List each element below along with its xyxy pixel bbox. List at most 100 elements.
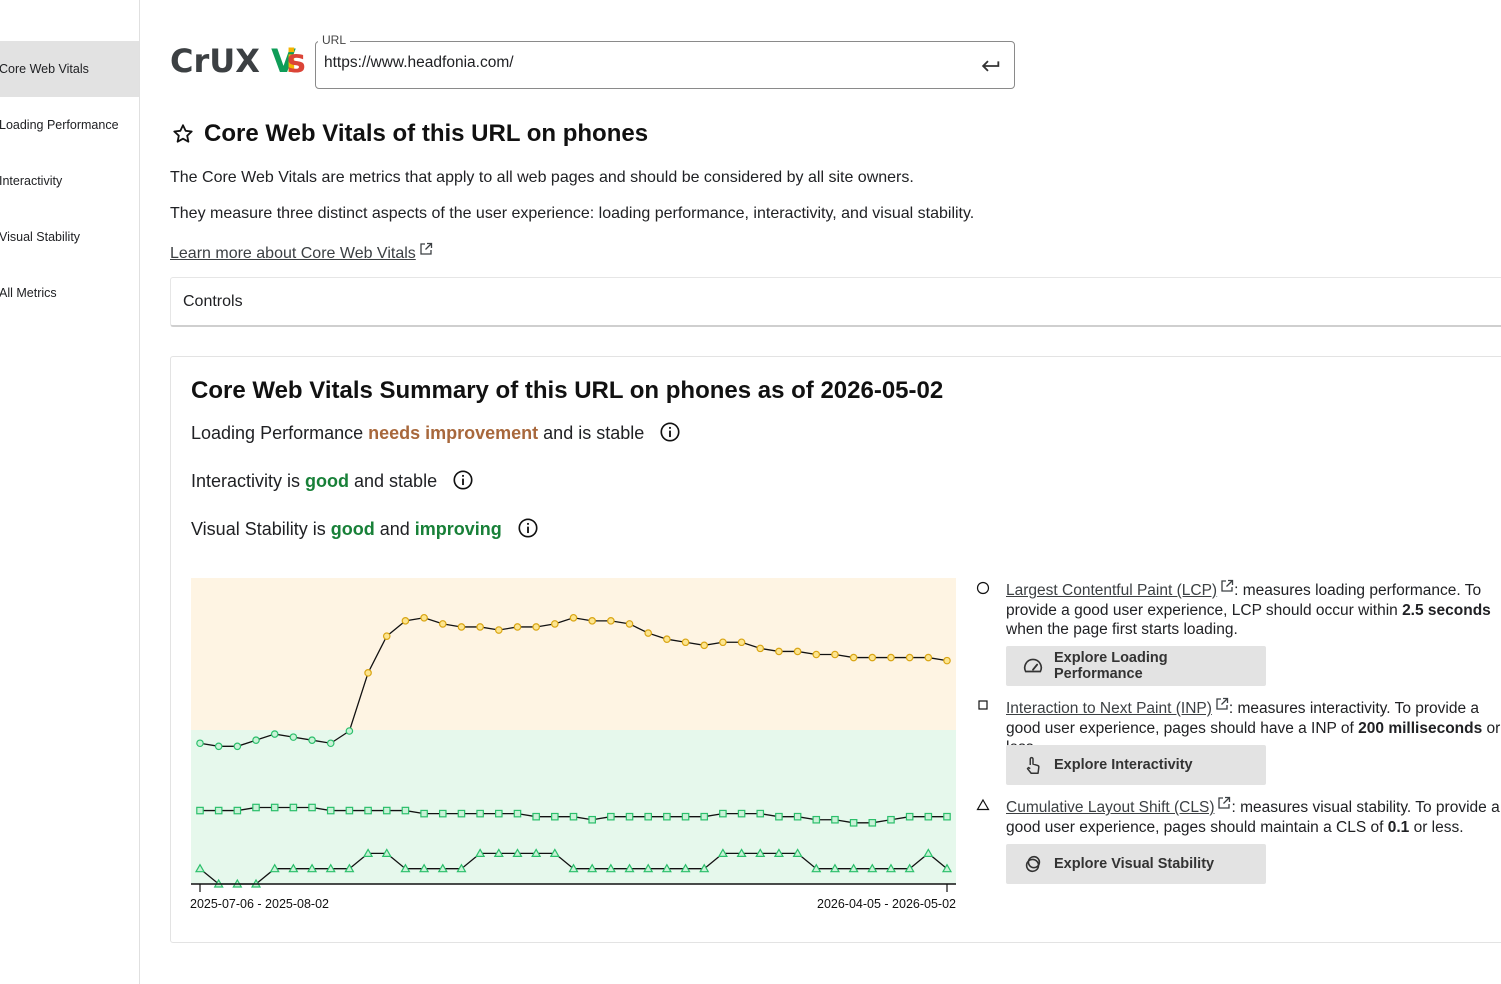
data-point-triangle xyxy=(848,863,859,873)
explore-interactivity-button[interactable]: Explore Interactivity xyxy=(1006,745,1266,785)
controls-panel[interactable]: Controls xyxy=(170,277,1501,327)
data-point-triangle xyxy=(381,848,392,857)
intro-description-1: The Core Web Vitals are metrics that app… xyxy=(170,169,914,186)
data-point-triangle xyxy=(493,848,504,857)
needs-improvement-band xyxy=(191,578,956,730)
data-point-circle xyxy=(793,647,802,656)
data-point-triangle xyxy=(624,863,635,873)
data-point-circle xyxy=(905,653,914,662)
inp-link[interactable]: Interaction to Next Paint (INP) xyxy=(1006,700,1212,717)
external-link-icon xyxy=(1218,796,1231,809)
data-point-triangle xyxy=(885,863,897,873)
cls-status-trend: improving xyxy=(414,519,502,539)
data-point-square xyxy=(270,803,279,812)
data-point-circle xyxy=(196,739,204,748)
lcp-status-suffix: and is stable xyxy=(538,423,645,443)
data-point-circle xyxy=(924,653,933,662)
explore-interactivity-label: Explore Interactivity xyxy=(1054,757,1193,773)
data-point-triangle xyxy=(437,863,448,873)
data-point-triangle xyxy=(829,863,840,873)
data-point-circle xyxy=(308,736,316,744)
touch-icon xyxy=(1026,757,1040,774)
lcp-desc-end: when the page first starts loading. xyxy=(1006,621,1238,638)
inp-status-prefix: Interactivity is xyxy=(191,471,306,491)
url-field xyxy=(315,41,1015,89)
data-point-square xyxy=(252,803,260,812)
external-link-icon xyxy=(1216,697,1229,710)
data-point-square xyxy=(401,806,410,815)
data-point-square xyxy=(924,812,933,821)
data-point-square xyxy=(513,809,522,818)
data-point-square xyxy=(495,809,503,818)
cwv-trend-chart: 2025-07-06 - 2025-08-02 2026-04-05 - 202… xyxy=(190,578,956,911)
data-point-square xyxy=(663,812,671,821)
learn-more-link[interactable]: Learn more about Core Web Vitals xyxy=(170,242,433,263)
data-point-circle xyxy=(775,647,783,656)
cls-threshold: 0.1 xyxy=(1387,818,1410,836)
data-point-square xyxy=(345,806,354,815)
data-point-triangle xyxy=(568,863,579,873)
data-point-circle xyxy=(345,727,354,735)
data-point-square xyxy=(551,812,559,821)
x-tick-label-end: 2026-04-05 - 2026-05-02 xyxy=(817,897,956,911)
sidebar-item-label: Visual Stability xyxy=(0,230,81,244)
data-point-circle xyxy=(214,742,223,751)
sidebar-item-all-metrics[interactable]: All Metrics xyxy=(0,265,139,321)
data-point-square xyxy=(569,812,578,821)
data-point-circle xyxy=(420,613,428,622)
page-title-text: Core Web Vitals of this URL on phones xyxy=(204,120,649,147)
data-point-circle xyxy=(551,620,559,628)
data-point-circle xyxy=(868,653,877,662)
cls-link[interactable]: Cumulative Layout Shift (CLS) xyxy=(1006,799,1215,816)
data-point-circle xyxy=(812,650,821,659)
star-icon[interactable] xyxy=(170,122,196,146)
data-point-circle xyxy=(326,739,335,748)
circle-marker-icon xyxy=(976,581,990,595)
data-point-circle xyxy=(681,638,690,647)
data-point-circle xyxy=(438,620,447,628)
data-point-triangle xyxy=(456,863,467,873)
info-icon[interactable] xyxy=(517,517,539,539)
inp-status: Interactivity is good and stable xyxy=(191,469,474,492)
info-icon[interactable] xyxy=(659,421,681,443)
data-point-circle xyxy=(831,650,839,659)
sidebar-item-visual-stability[interactable]: Visual Stability xyxy=(0,209,139,265)
data-point-square xyxy=(756,809,765,818)
explore-visual-stability-button[interactable]: Explore Visual Stability xyxy=(1006,844,1266,884)
data-point-triangle xyxy=(680,863,691,873)
data-point-circle xyxy=(569,613,578,622)
stability-icon xyxy=(1025,855,1041,873)
sidebar-item-core-web-vitals[interactable]: Core Web Vitals xyxy=(0,41,139,97)
good-band xyxy=(191,730,956,884)
data-point-square xyxy=(588,815,596,824)
data-point-square xyxy=(719,809,727,818)
lcp-link[interactable]: Largest Contentful Paint (LCP) xyxy=(1006,582,1218,599)
info-icon[interactable] xyxy=(452,469,474,491)
data-point-circle xyxy=(494,626,503,634)
enter-icon[interactable] xyxy=(980,55,1002,77)
explore-loading-performance-button[interactable]: Explore Loading Performance xyxy=(1006,646,1266,686)
speedometer-icon xyxy=(1023,658,1043,673)
data-point-square xyxy=(868,819,877,827)
app-logo[interactable]: CrUX Vis xyxy=(170,40,306,82)
data-point-triangle xyxy=(811,863,822,873)
data-point-circle xyxy=(607,617,615,625)
data-point-circle xyxy=(625,620,634,628)
url-input[interactable] xyxy=(324,54,964,72)
data-point-triangle xyxy=(941,863,953,873)
data-point-square xyxy=(326,806,335,815)
data-point-circle xyxy=(756,644,765,653)
square-marker-icon xyxy=(978,700,988,710)
data-point-triangle xyxy=(475,848,486,857)
sidebar-item-loading-performance[interactable]: Loading Performance xyxy=(0,97,139,153)
data-point-square xyxy=(476,809,484,818)
data-point-square xyxy=(737,809,746,818)
sidebar-item-interactivity[interactable]: Interactivity xyxy=(0,153,139,209)
inp-threshold: 200 milliseconds xyxy=(1358,719,1483,737)
triangle-marker-icon xyxy=(976,798,990,811)
data-point-circle xyxy=(663,635,671,644)
data-point-square xyxy=(793,812,802,821)
data-point-square xyxy=(457,809,466,818)
data-point-circle xyxy=(476,623,484,631)
lcp-threshold: 2.5 seconds xyxy=(1402,601,1491,619)
